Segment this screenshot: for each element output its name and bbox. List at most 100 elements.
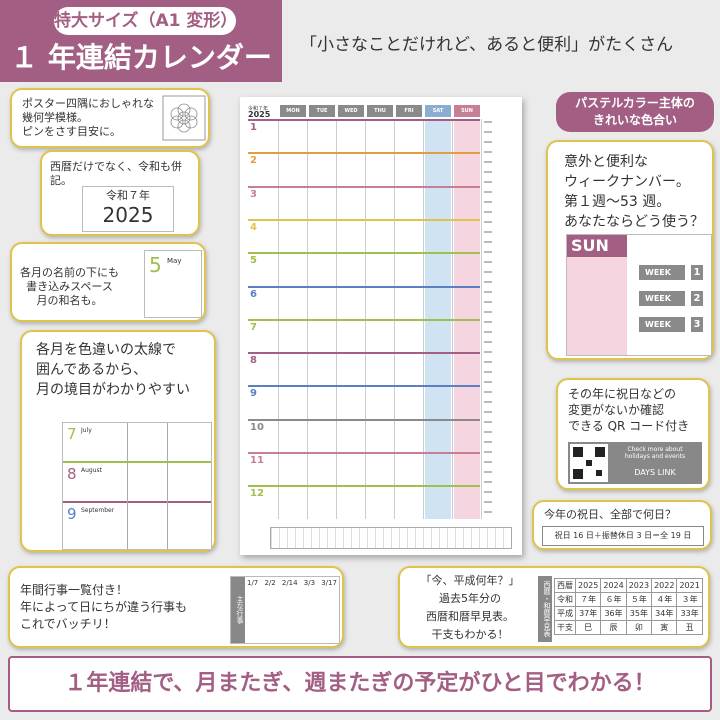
poster-month-number: 3 <box>250 188 257 200</box>
sun-header: SUN <box>567 235 627 257</box>
poster-week-tick <box>484 271 492 273</box>
events-sample: 主な行事 1/7 2/2 2/14 3/3 3/17 <box>230 576 340 644</box>
qr-panel: Check more about holidays and events DAY… <box>568 442 702 484</box>
poster-week-tick <box>484 461 492 463</box>
poster-week-tick <box>484 121 492 123</box>
poster-month-row: 12 <box>248 485 480 520</box>
poster-month-number: 12 <box>250 488 264 500</box>
poster-week-tick <box>484 231 492 233</box>
poster-week-tick <box>484 251 492 253</box>
poster-bottom-strip <box>270 527 512 549</box>
month-border-sample: 7 July 8 August 9 September <box>62 422 212 550</box>
callout-week-number: 意外と便利な ウィークナンバー。 第１週〜53 週。 あなたならどう使う？ SU… <box>546 140 714 360</box>
poster-week-tick <box>484 261 492 263</box>
poster-grid-line <box>481 119 482 519</box>
poster-week-tick <box>484 421 492 423</box>
era-side-label: 西暦・和暦早見表 <box>538 576 552 642</box>
poster-month-row: 7 <box>248 318 480 354</box>
poster-month-number: 4 <box>250 221 257 233</box>
poster-day-thu: THU <box>367 105 393 117</box>
poster-week-tick <box>484 481 492 483</box>
callout-month-name: 各月の名前の下にも 書き込みスペース 月の和名も。 5 May <box>10 242 206 322</box>
poster-day-tue: TUE <box>309 105 335 117</box>
thick-month-num-9: 9 <box>67 505 77 523</box>
callout-era: 西暦だけでなく、令和も併記。 令和７年 2025 <box>40 150 200 236</box>
qr-link-text: DAYS LINK <box>634 468 676 477</box>
poster-week-tick <box>484 371 492 373</box>
poster-week-tick <box>484 501 492 503</box>
poster-month-number: 6 <box>250 288 257 300</box>
page-title: １ 年連結カレンダー <box>10 41 272 74</box>
poster-week-tick <box>484 351 492 353</box>
month-sample: 5 May <box>144 250 202 318</box>
poster-year: 2025 <box>248 110 271 119</box>
poster-month-row: 9 <box>248 385 480 420</box>
poster-week-tick <box>484 281 492 283</box>
poster-week-tick <box>484 341 492 343</box>
poster-month-row: 1 <box>248 119 480 154</box>
events-side-label: 主な行事 <box>231 577 245 643</box>
geometric-flower-icon <box>162 95 206 141</box>
poster-day-wed: WED <box>338 105 364 117</box>
events-dates: 1/7 2/2 2/14 3/3 3/17 <box>247 579 337 587</box>
poster-week-tick <box>484 321 492 323</box>
tagline: 「小さなことだけれど、あると便利」がたくさん <box>300 35 674 55</box>
footer-banner: １年連結で、月またぎ、週またぎの予定がひと目でわかる！ <box>8 656 712 712</box>
callout-events: 年間行事一覧付き！ 年によって日にちが違う行事も これでバッチリ！ 主な行事 1… <box>8 566 344 648</box>
callout-corner-pattern: ポスター四隅におしゃれな 幾何学模様。 ピンをさす目安に。 <box>10 88 210 148</box>
era-sample-box: 令和７年 2025 <box>82 186 174 232</box>
pastel-color-tag: パステルカラー主体の きれいな色合い <box>556 92 714 132</box>
poster-week-tick <box>484 171 492 173</box>
poster-week-tick <box>484 331 492 333</box>
size-badge: 特大サイズ（A1 変形） <box>54 7 237 35</box>
callout-qr-text: その年に祝日などの 変更がないか確認 できる QR コード付き <box>568 387 690 433</box>
poster-week-tick <box>484 361 492 363</box>
holidays-question: 今年の祝日、全部で何日？ <box>544 508 676 521</box>
poster-month-row: 4 <box>248 218 480 254</box>
poster-day-mon: MON <box>280 105 306 117</box>
poster-week-tick <box>484 201 492 203</box>
era-table: 西暦 2025 2024 2023 2022 2021 令和 ７年 ６年 ５年 ４年 ３年 平成 37… <box>554 578 703 635</box>
callout-week-text: 意外と便利な ウィークナンバー。 第１週〜53 週。 あなたならどう使う？ <box>564 154 704 230</box>
poster-month-number: 10 <box>250 421 264 433</box>
callout-border-text: 各月を色違いの太線で 囲んであるから、 月の境目がわかりやすい <box>36 342 190 398</box>
poster-week-tick <box>484 301 492 303</box>
poster-day-sat: SAT <box>425 105 451 117</box>
poster-week-tick <box>484 471 492 473</box>
poster-week-tick <box>484 221 492 223</box>
poster-week-tick <box>484 451 492 453</box>
callout-era-chart: 「今、平成何年？」 過去5年分の 西暦和暦早見表。 干支もわかる！ 西暦・和暦早… <box>398 566 710 648</box>
poster-week-tick <box>484 391 492 393</box>
holidays-answer: 祝日 16 日＋振替休日 3 日＝全 19 日 <box>542 526 704 546</box>
callout-month-text: 各月の名前の下にも 書き込みスペース 月の和名も。 <box>20 266 119 307</box>
poster-era: 令和７年 <box>248 106 269 112</box>
poster-month-row: 3 <box>248 185 480 221</box>
poster-week-tick <box>484 381 492 383</box>
qr-check-text: Check more about holidays and events <box>624 446 686 460</box>
poster-month-row: 5 <box>248 252 480 287</box>
poster-week-tick <box>484 491 492 493</box>
qr-code-icon <box>570 444 608 482</box>
poster-week-tick <box>484 151 492 153</box>
poster-week-tick <box>484 311 492 313</box>
poster-week-tick <box>484 431 492 433</box>
era-year-label: 2025 <box>102 203 154 227</box>
thick-month-num-8: 8 <box>67 465 77 483</box>
callout-holidays: 今年の祝日、全部で何日？ 祝日 16 日＋振替休日 3 日＝全 19 日 <box>532 500 712 550</box>
month-sample-num: 5 <box>149 253 162 277</box>
poster-week-tick <box>484 241 492 243</box>
week-sample: SUN WEEK 1 WEEK 2 WEEK 3 <box>566 234 712 356</box>
poster-month-number: 2 <box>250 155 257 167</box>
poster-month-row: 6 <box>248 285 480 321</box>
callout-era-text: 西暦だけでなく、令和も併記。 <box>50 160 182 187</box>
callout-qr: その年に祝日などの 変更がないか確認 できる QR コード付き Check mo… <box>556 378 710 490</box>
callout-events-text: 年間行事一覧付き！ 年によって日にちが違う行事も これでバッチリ！ <box>20 583 188 631</box>
poster-month-number: 8 <box>250 355 257 367</box>
era-small-label: 令和７年 <box>106 189 150 202</box>
poster-day-sun: SUN <box>454 105 480 117</box>
poster-week-tick <box>484 291 492 293</box>
poster-month-row: 2 <box>248 152 480 187</box>
callout-month-border: 各月を色違いの太線で 囲んであるから、 月の境目がわかりやすい 7 July 8… <box>20 330 216 552</box>
poster-month-row: 8 <box>248 352 480 387</box>
poster-month-row: 11 <box>248 452 480 487</box>
